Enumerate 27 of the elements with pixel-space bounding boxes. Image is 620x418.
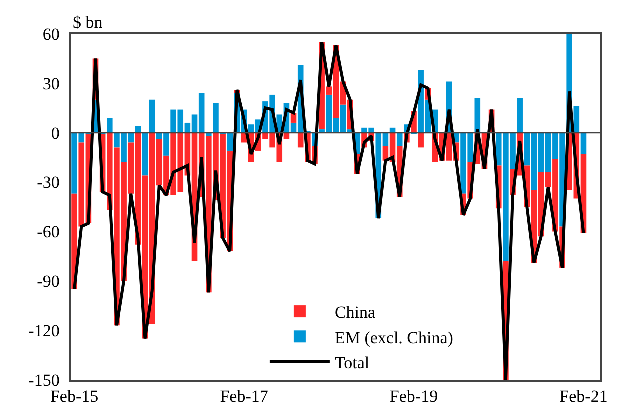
y-tick-label: -90 xyxy=(37,272,60,292)
y-tick-label: -120 xyxy=(28,322,60,341)
bar xyxy=(396,132,403,146)
y-tick-label: -30 xyxy=(37,173,60,192)
legend-label: Total xyxy=(334,353,370,372)
bar xyxy=(574,106,580,133)
bar xyxy=(298,132,304,148)
x-tick-label: Feb-15 xyxy=(50,387,99,406)
y-axis-title: $ bn xyxy=(73,13,104,32)
y-tick-label: -150 xyxy=(28,370,60,390)
x-tick-label: Feb-19 xyxy=(390,387,438,406)
y-tick-label: 0 xyxy=(51,124,60,143)
y-tick-label: 60 xyxy=(42,24,60,44)
bar xyxy=(580,132,587,154)
y-tick-label: 30 xyxy=(42,74,60,94)
legend-label: EM (excl. China) xyxy=(334,328,454,348)
bar xyxy=(213,103,219,133)
line-series xyxy=(73,40,586,380)
bar xyxy=(107,118,113,133)
legend-label: China xyxy=(334,303,376,322)
x-tick-label: Feb-17 xyxy=(220,387,269,406)
bar xyxy=(418,132,424,148)
y-tick-label: -60 xyxy=(37,222,60,242)
bar xyxy=(149,100,156,133)
bar xyxy=(517,98,523,133)
bar xyxy=(142,132,148,176)
x-tick-label: Feb-21 xyxy=(560,387,608,406)
